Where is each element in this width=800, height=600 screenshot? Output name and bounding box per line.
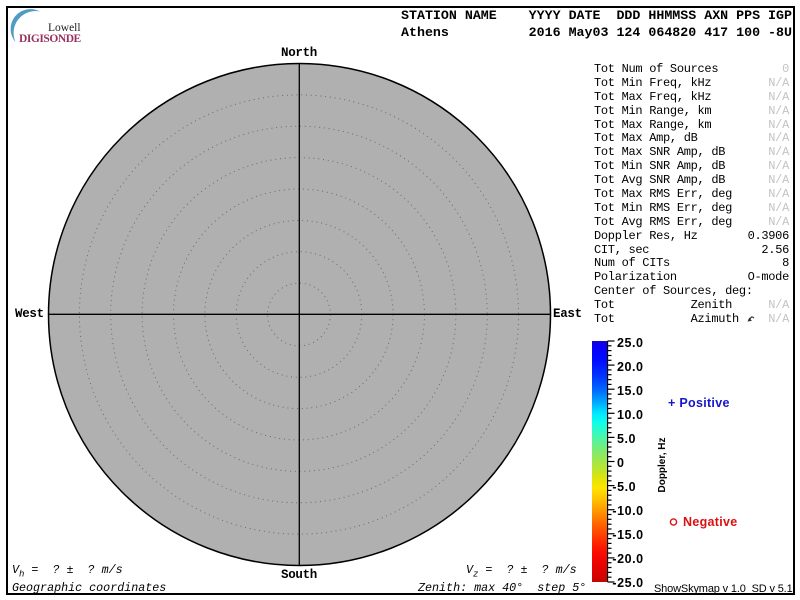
svg-text:Doppler, Hz: Doppler, Hz	[657, 437, 668, 492]
